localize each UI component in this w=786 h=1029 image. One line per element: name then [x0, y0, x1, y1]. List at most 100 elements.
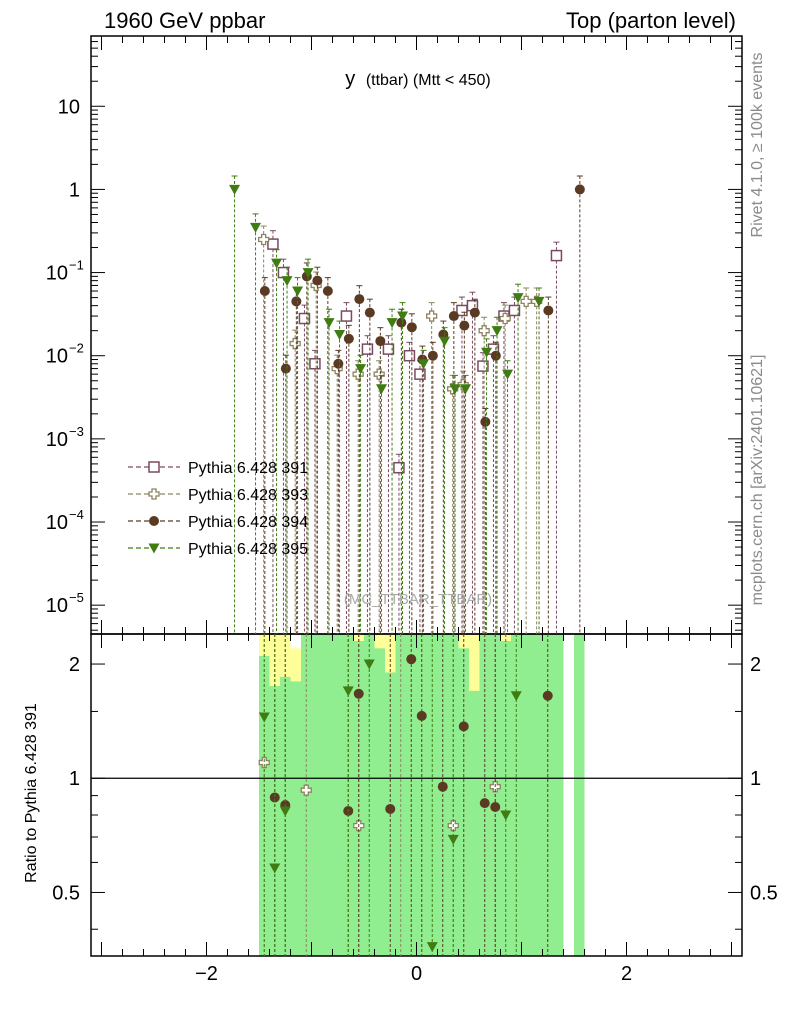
header-left-label: 1960 GeV ppbar: [104, 8, 265, 33]
data-point: [354, 294, 365, 305]
data-point: [533, 296, 545, 307]
data-point: [302, 268, 314, 279]
data-point: [267, 238, 279, 250]
ratio-y-axis-label: Ratio to Pythia 6.428 391: [23, 703, 40, 883]
band-green-bin: [322, 634, 333, 956]
data-point: [312, 275, 323, 286]
data-point: [469, 307, 480, 318]
ratio-y-tick-label-right: 2: [750, 654, 761, 676]
x-tick-label: 0: [411, 963, 422, 985]
data-point: [502, 369, 514, 380]
data-point: [490, 350, 501, 361]
data-point: [460, 384, 472, 395]
data-point: [375, 336, 386, 347]
ratio-point: [426, 942, 438, 953]
data-point: [382, 343, 395, 355]
data-point: [386, 318, 398, 329]
data-point: [396, 317, 407, 328]
main-y-tick-label: 1: [69, 179, 80, 201]
series-s395: [229, 175, 545, 634]
band-green-bin: [332, 634, 343, 956]
data-point: [403, 349, 416, 362]
ratio-point: [385, 803, 396, 814]
band-green-bin: [374, 648, 385, 956]
band-green-bin: [521, 634, 532, 956]
x-tick-label: −2: [195, 963, 218, 985]
data-point: [250, 222, 262, 233]
data-point: [280, 363, 291, 374]
ratio-point: [269, 863, 281, 874]
series-s394: [259, 175, 585, 634]
ratio-y-tick-label: 2: [69, 654, 80, 676]
band-green-bin: [500, 641, 511, 956]
plot-title-main: y: [345, 68, 355, 90]
band-green-bin: [469, 690, 480, 956]
data-point: [323, 318, 335, 329]
data-point: [334, 329, 346, 340]
data-point: [281, 276, 293, 287]
data-point: [426, 310, 438, 322]
data-point: [361, 343, 374, 355]
legend-marker: [148, 543, 160, 554]
ratio-point: [396, 972, 406, 982]
ratio-point: [437, 781, 448, 792]
legend-marker: [148, 461, 160, 473]
analysis-watermark: (MC_TTBAR_TTBAR): [344, 591, 492, 608]
data-point: [292, 286, 304, 297]
band-green-bin: [311, 634, 322, 956]
data-point: [439, 336, 451, 347]
data-point: [397, 311, 409, 322]
ratio-point: [458, 721, 469, 732]
data-point: [414, 368, 426, 380]
ratio-point: [500, 810, 512, 821]
band-green-bin: [353, 641, 364, 956]
ratio-y-tick-label: 0.5: [52, 882, 80, 904]
data-point: [355, 364, 367, 375]
data-point: [427, 350, 438, 361]
ratio-point: [479, 798, 490, 809]
main-y-tick-label: 10: [46, 263, 68, 285]
ratio-y-tick-label-right: 0.5: [750, 882, 778, 904]
data-point: [298, 312, 311, 325]
data-point: [520, 295, 532, 308]
data-point: [508, 304, 521, 317]
series-s391: [267, 230, 563, 634]
ratio-point: [406, 654, 417, 665]
band-green-bin: [458, 648, 469, 956]
main-y-tick-label: 10: [46, 429, 68, 451]
band-green-bin: [532, 634, 543, 956]
legend-label: Pythia 6.428 391: [188, 460, 308, 477]
legend-label: Pythia 6.428 394: [188, 514, 308, 531]
data-point: [459, 320, 470, 331]
main-y-tick-exponent: −2: [69, 341, 84, 356]
ratio-point: [258, 712, 270, 723]
data-point: [291, 296, 302, 307]
data-point: [574, 184, 585, 195]
data-point: [550, 249, 563, 262]
data-point: [229, 184, 241, 195]
main-y-tick-exponent: −1: [69, 258, 84, 273]
data-point: [491, 326, 503, 337]
data-point: [512, 293, 524, 304]
mcplots-label: mcplots.cern.ch [arXiv:2401.10621]: [749, 355, 766, 606]
legend: Pythia 6.428 391 Pythia 6.428 393 Pythia 6…: [128, 460, 308, 558]
ratio-series-s395: [258, 634, 522, 956]
data-point: [258, 233, 270, 246]
data-point: [322, 286, 333, 297]
ratio-point: [490, 801, 501, 812]
data-point: [481, 347, 493, 358]
main-y-tick-exponent: −4: [69, 507, 84, 522]
data-point: [418, 359, 430, 370]
data-point: [499, 312, 511, 325]
data-point: [343, 333, 354, 344]
band-green-bin: [574, 634, 585, 956]
main-y-tick-exponent: −3: [69, 424, 84, 439]
ratio-point: [342, 686, 354, 697]
data-point: [289, 337, 301, 350]
legend-marker: [148, 488, 160, 500]
plot-title-detail: (ttbar) (Mtt < 450): [366, 72, 491, 89]
legend-label: Pythia 6.428 395: [188, 541, 308, 558]
data-point: [456, 304, 468, 317]
data-point: [406, 322, 417, 333]
